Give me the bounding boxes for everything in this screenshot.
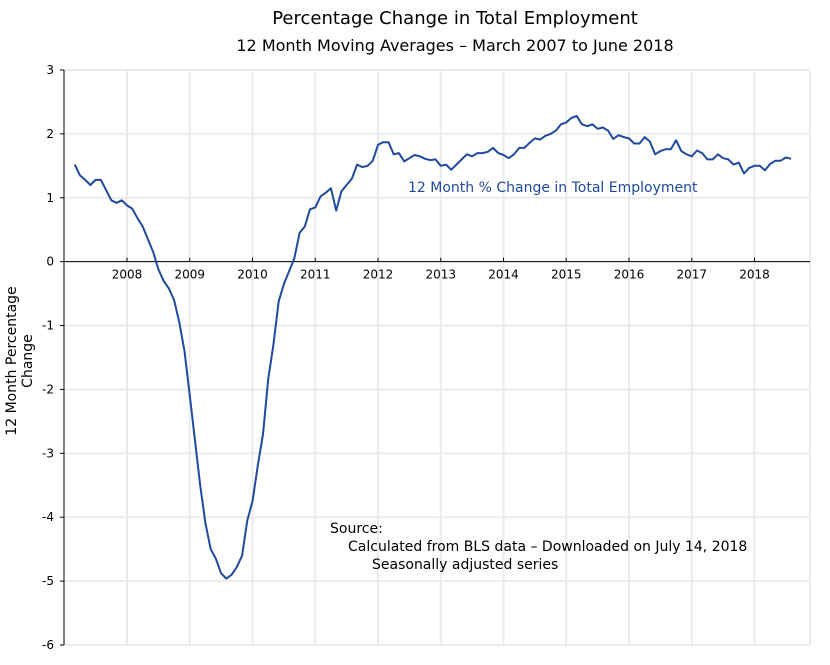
source-line-2: Seasonally adjusted series: [372, 557, 559, 573]
y-tick-label: 2: [46, 127, 54, 141]
source-note: Source: Calculated from BLS data – Downl…: [330, 520, 747, 574]
y-tick-label: 0: [46, 255, 54, 269]
y-axis-label: 12 Month Percentage Change: [4, 286, 36, 436]
source-line-1: Calculated from BLS data – Downloaded on…: [348, 539, 748, 555]
y-tick-label: -2: [42, 382, 54, 396]
y-tick-label: -4: [42, 510, 54, 524]
y-tick-label: 1: [46, 191, 54, 205]
x-tick-label: 2008: [112, 268, 143, 282]
series-label: 12 Month % Change in Total Employment: [408, 180, 698, 196]
x-tick-label: 2016: [614, 268, 645, 282]
y-tick-label: -3: [42, 446, 54, 460]
x-tick-label: 2010: [237, 268, 268, 282]
y-tick-label: -1: [42, 319, 54, 333]
chart-subtitle: 12 Month Moving Averages – March 2007 to…: [236, 36, 674, 55]
x-tick-label: 2018: [739, 268, 770, 282]
y-tick-label: 3: [46, 63, 54, 77]
chart-title: Percentage Change in Total Employment: [272, 8, 638, 29]
y-tick-label: -5: [42, 574, 54, 588]
y-tick-label: -6: [42, 638, 54, 652]
x-tick-label: 2012: [363, 268, 394, 282]
series-line: [73, 115, 792, 580]
axes: 3 2 1 0 -1 -2 -3 -4 -5 -6 2008 2009 2010 2011 2012 2013…: [42, 63, 810, 652]
x-tick-label: 2011: [300, 268, 331, 282]
x-tick-label: 2017: [676, 268, 707, 282]
series: [73, 115, 792, 580]
x-tick-label: 2009: [174, 268, 205, 282]
grid: [64, 69, 811, 646]
x-tick-label: 2015: [551, 268, 582, 282]
x-tick-label: 2014: [488, 268, 519, 282]
source-heading: Source:: [330, 521, 383, 537]
x-tick-label: 2013: [425, 268, 456, 282]
